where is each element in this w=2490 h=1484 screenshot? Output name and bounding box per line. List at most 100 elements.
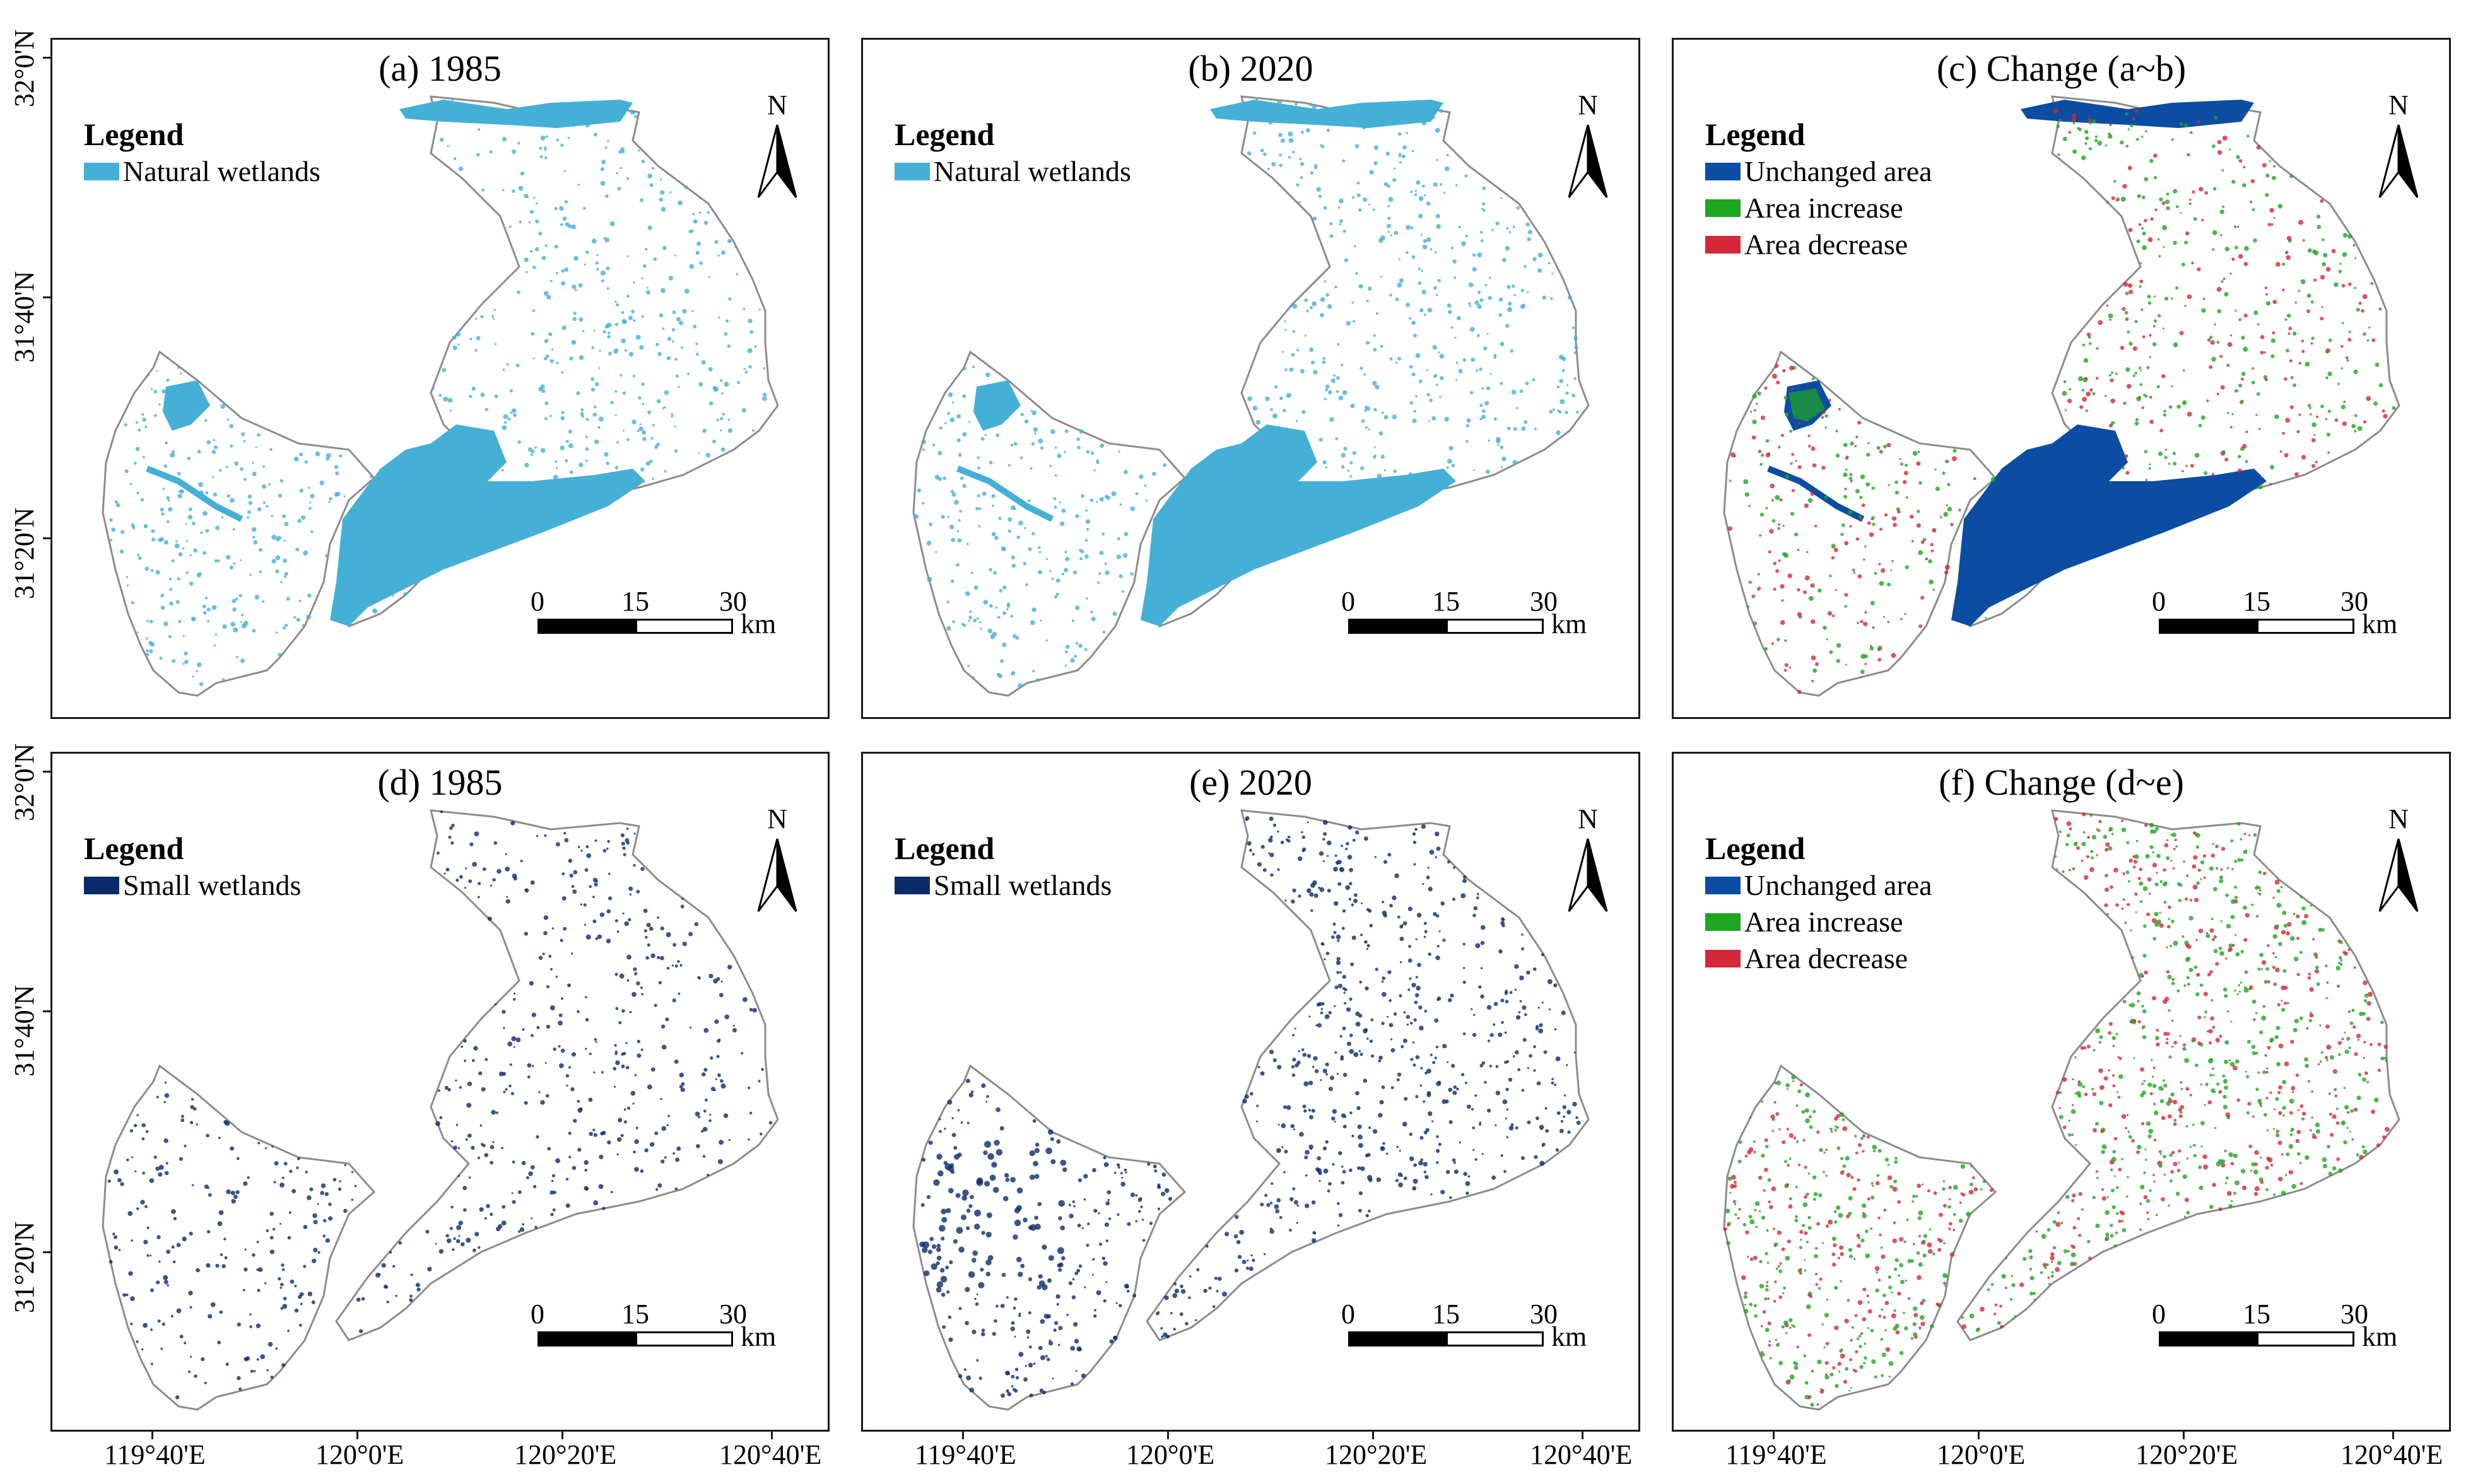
wetland-patch [1322, 1146, 1327, 1151]
wetland-patch [150, 388, 153, 390]
wetland-patch [1968, 1189, 1974, 1195]
wetland-patch [477, 1156, 481, 1159]
wetland-patch [1318, 438, 1323, 442]
wetland-patch [985, 1232, 992, 1238]
wetland-patch [343, 1208, 348, 1213]
wetland-patch [1772, 373, 1777, 379]
wetland-patch [1399, 994, 1402, 998]
wetland-patch [2264, 1054, 2267, 1057]
wetland-patch [155, 1166, 160, 1171]
wetland-patch [2288, 1143, 2294, 1149]
wetland-patch [1794, 1365, 1799, 1370]
wetland-patch [708, 401, 714, 406]
wetland-patch [674, 1059, 679, 1064]
wetland-patch [1296, 1222, 1298, 1224]
scale-segment [635, 1331, 733, 1347]
wetland-patch [2293, 331, 2297, 336]
wetland-patch [2316, 214, 2321, 219]
wetland-patch [1093, 469, 1096, 472]
wetland-patch [2142, 196, 2146, 199]
wetland-patch [1383, 913, 1387, 918]
wetland-patch [1811, 655, 1816, 660]
wetland-patch [1527, 230, 1533, 235]
wetland-patch [1808, 445, 1811, 448]
wetland-patch [1761, 1324, 1763, 1328]
wetland-patch [1474, 300, 1479, 305]
wetland-patch [948, 1337, 953, 1342]
wetland-patch [297, 518, 302, 523]
wetland-patch [2248, 1144, 2253, 1148]
legend-label: Small wetlands [934, 869, 1112, 901]
wetland-patch [1791, 453, 1795, 456]
wetland-patch [1318, 194, 1322, 198]
wetland-patch [960, 476, 964, 481]
wetland-patch [1416, 110, 1422, 116]
wetland-patch [484, 1058, 488, 1061]
wetland-patch [1292, 888, 1296, 893]
wetland-patch [1521, 933, 1524, 936]
wetland-patch [1806, 551, 1809, 554]
wetland-patch [2105, 887, 2109, 892]
wetland-patch [1028, 1362, 1033, 1368]
wetland-patch [141, 1348, 144, 1351]
wetland-patch [571, 224, 576, 230]
wetland-patch [1500, 466, 1503, 469]
wetland-patch [727, 418, 731, 421]
wetland-patch [455, 1123, 459, 1126]
wetland-patch [661, 288, 666, 293]
wetland-patch [1479, 1123, 1482, 1126]
wetland-patch [1566, 1109, 1571, 1114]
wetland-patch [693, 219, 698, 224]
wetland-patch [269, 448, 273, 451]
wetland-patch [1845, 1367, 1848, 1371]
wetland-patch [1054, 505, 1057, 509]
wetland-patch [1514, 964, 1519, 969]
wetland-patch [1401, 155, 1406, 159]
wetland-patch [2149, 463, 2151, 466]
wetland-patch [1291, 353, 1295, 357]
wetland-patch [531, 1034, 534, 1037]
wetland-patch [1466, 418, 1471, 423]
wetland-patch [1857, 1143, 1862, 1147]
wetland-patch [2164, 843, 2169, 848]
wetland-patch [1878, 1314, 1882, 1318]
wetland-patch [1404, 1176, 1407, 1181]
wetland-patch [2300, 279, 2306, 284]
wetland-patch [927, 1249, 932, 1254]
wetland-patch [1308, 1144, 1313, 1150]
wetland-patch [993, 571, 997, 575]
wetland-patch [2101, 1196, 2106, 1201]
wetland-patch [1749, 1116, 1752, 1119]
wetland-patch [1857, 574, 1862, 579]
wetland-patch [2265, 1070, 2269, 1074]
wetland-patch [651, 167, 655, 170]
wetland-patch [1011, 1385, 1014, 1388]
wetland-patch [1465, 440, 1469, 443]
wetland-patch [2192, 831, 2196, 835]
wetland-patch [1003, 383, 1007, 387]
wetland-patch [729, 240, 732, 243]
wetland-patch [1447, 303, 1452, 308]
wetland-patch [160, 1347, 163, 1350]
wetland-patch [2040, 1271, 2043, 1275]
wetland-patch [303, 1265, 307, 1268]
wetland-patch [654, 1003, 657, 1007]
wetland-patch [758, 308, 761, 311]
wetland-patch [567, 983, 571, 988]
wetland-patch [1891, 560, 1894, 563]
wetland-patch [1409, 1022, 1413, 1025]
wetland-patch [958, 1307, 962, 1311]
wetland-patch [2248, 834, 2251, 836]
wetland-patch [1435, 1148, 1440, 1153]
wetland-patch [2125, 317, 2129, 321]
wetland-patch [2276, 1130, 2279, 1133]
wetland-patch [505, 867, 510, 872]
wetland-patch [307, 593, 312, 598]
wetland-patch [956, 414, 961, 419]
wetland-patch [1346, 122, 1351, 127]
wetland-patch [639, 345, 644, 350]
wetland-patch [1495, 1124, 1497, 1126]
wetland-patch [1020, 1263, 1025, 1268]
wetland-patch [1409, 400, 1414, 405]
wetland-patch [2152, 851, 2154, 853]
